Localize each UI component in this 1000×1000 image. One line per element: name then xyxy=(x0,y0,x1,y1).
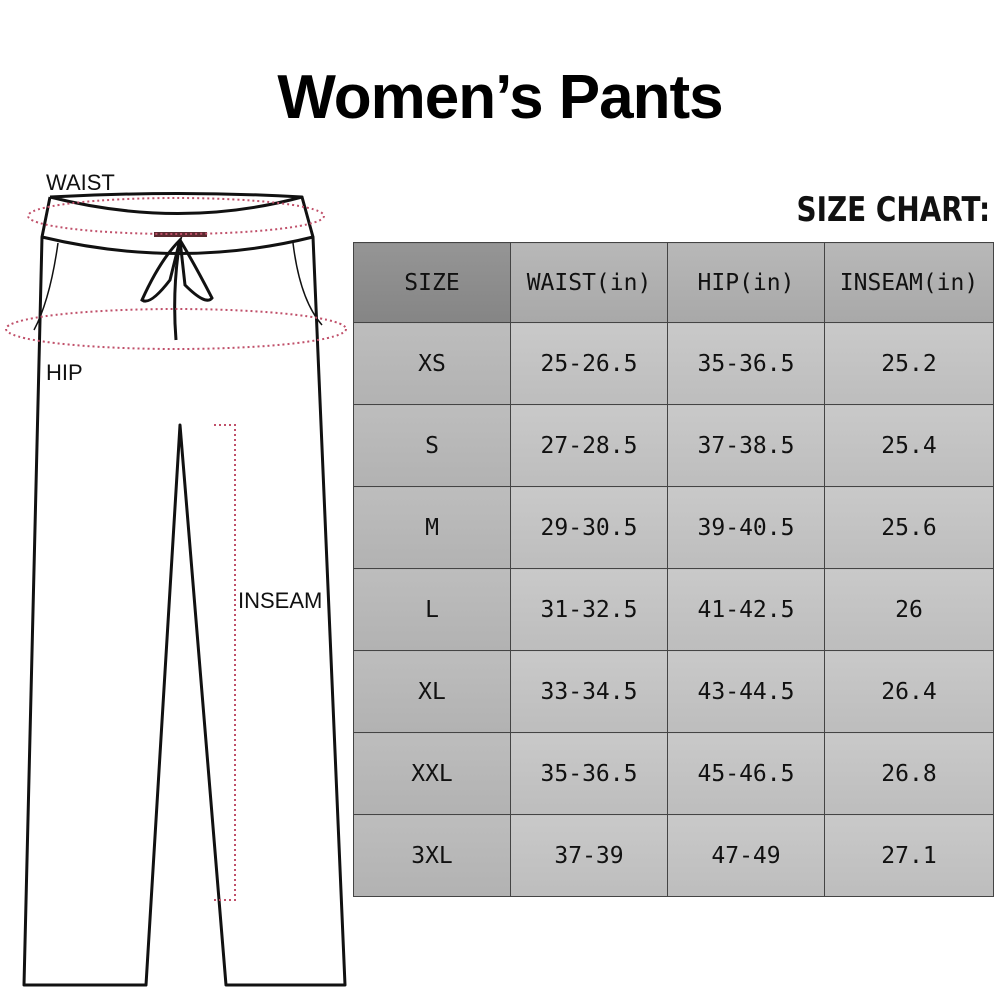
cell-waist: 27-28.5 xyxy=(510,404,668,487)
table-row: XL 33-34.5 43-44.5 26.4 xyxy=(353,650,994,733)
drawstring-icon xyxy=(140,235,214,341)
table-row: M 29-30.5 39-40.5 25.6 xyxy=(353,486,994,569)
cell-inseam: 27.1 xyxy=(824,814,994,897)
cell-size: M xyxy=(353,486,511,569)
cell-hip: 37-38.5 xyxy=(667,404,825,487)
table-row: S 27-28.5 37-38.5 25.4 xyxy=(353,404,994,487)
hip-label: HIP xyxy=(46,360,83,385)
cell-inseam: 25.4 xyxy=(824,404,994,487)
page-title: Women’s Pants xyxy=(277,63,723,132)
inseam-label: INSEAM xyxy=(238,588,323,614)
cell-hip: 45-46.5 xyxy=(667,732,825,815)
cell-inseam: 25.6 xyxy=(824,486,994,569)
cell-waist: 29-30.5 xyxy=(510,486,668,569)
cell-hip: 39-40.5 xyxy=(667,486,825,569)
table-header-row: SIZE WAIST(in) HIP(in) INSEAM(in) xyxy=(353,242,994,323)
cell-waist: 25-26.5 xyxy=(510,322,668,405)
pants-diagram xyxy=(5,192,347,987)
cell-waist: 35-36.5 xyxy=(510,732,668,815)
measure-lines xyxy=(5,197,347,901)
cell-inseam: 25.2 xyxy=(824,322,994,405)
cell-inseam: 26.4 xyxy=(824,650,994,733)
cell-size: XXL xyxy=(353,732,511,815)
cell-inseam: 26.8 xyxy=(824,732,994,815)
cell-hip: 41-42.5 xyxy=(667,568,825,651)
table-row: XS 25-26.5 35-36.5 25.2 xyxy=(353,322,994,405)
table-row: L 31-32.5 41-42.5 26 xyxy=(353,568,994,651)
table-row: XXL 35-36.5 45-46.5 26.8 xyxy=(353,732,994,815)
header-hip: HIP(in) xyxy=(667,242,825,323)
cell-size: XL xyxy=(353,650,511,733)
cell-waist: 37-39 xyxy=(510,814,668,897)
table-row: 3XL 37-39 47-49 27.1 xyxy=(353,814,994,897)
size-chart-label: SIZE CHART: xyxy=(796,190,990,230)
waist-label: WAIST xyxy=(46,170,115,195)
cell-size: 3XL xyxy=(353,814,511,897)
header-waist: WAIST(in) xyxy=(510,242,668,323)
cell-waist: 31-32.5 xyxy=(510,568,668,651)
cell-hip: 43-44.5 xyxy=(667,650,825,733)
size-table: SIZE WAIST(in) HIP(in) INSEAM(in) XS 25-2… xyxy=(353,242,994,897)
cell-size: XS xyxy=(353,322,511,405)
header-size: SIZE xyxy=(353,242,511,323)
cell-size: S xyxy=(353,404,511,487)
cell-inseam: 26 xyxy=(824,568,994,651)
cell-size: L xyxy=(353,568,511,651)
cell-hip: 35-36.5 xyxy=(667,322,825,405)
cell-waist: 33-34.5 xyxy=(510,650,668,733)
header-inseam: INSEAM(in) xyxy=(824,242,994,323)
cell-hip: 47-49 xyxy=(667,814,825,897)
